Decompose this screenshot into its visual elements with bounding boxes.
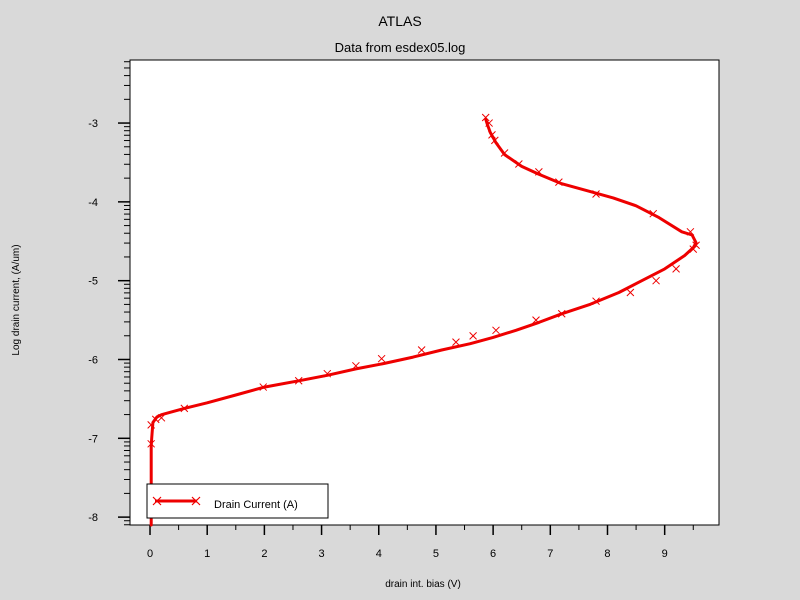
- data-point-marker: [377, 354, 386, 363]
- data-point-marker: [323, 369, 332, 378]
- data-point-marker: [686, 227, 695, 236]
- legend-marker-icon: [191, 496, 201, 506]
- legend-markers: [152, 496, 201, 506]
- y-axis: -3 -4 -5 -6 -7 -8: [88, 60, 131, 526]
- data-point-marker: [469, 331, 477, 340]
- y-tick-label: -6: [88, 354, 98, 366]
- legend: Drain Current (A): [146, 483, 329, 519]
- x-tick-label: 1: [204, 548, 210, 560]
- data-point-marker: [689, 245, 698, 254]
- chart-title: ATLAS: [378, 13, 421, 29]
- x-tick-label: 3: [319, 548, 325, 560]
- y-tick-label: -7: [88, 433, 98, 445]
- x-tick-label: 4: [376, 548, 382, 560]
- data-point-marker: [452, 338, 460, 347]
- data-point-marker: [352, 361, 360, 370]
- series-layer: [147, 113, 700, 527]
- chart-subtitle: Data from esdex05.log: [335, 40, 466, 55]
- data-point-marker: [592, 190, 600, 198]
- legend-label: Drain Current (A): [214, 499, 298, 511]
- data-point-marker: [532, 316, 540, 324]
- data-point-marker: [481, 113, 490, 122]
- x-tick-label: 6: [490, 548, 496, 560]
- data-point-marker: [555, 178, 563, 187]
- data-point-marker: [417, 346, 426, 354]
- series-line: [149, 117, 698, 527]
- x-axis: 0 1 2 3 4 5 6 7 8 9: [130, 524, 719, 560]
- data-point-marker: [157, 413, 166, 422]
- data-point-marker: [626, 288, 635, 297]
- legend-marker-icon: [152, 496, 162, 506]
- data-point-marker: [652, 276, 660, 285]
- data-point-marker: [490, 136, 499, 145]
- x-axis-label: drain int. bias (V): [385, 579, 461, 590]
- x-tick-label: 0: [147, 548, 153, 560]
- x-tick-label: 5: [433, 548, 439, 560]
- x-tick-label: 7: [547, 548, 553, 560]
- x-tick-label: 9: [662, 548, 668, 560]
- data-point-marker: [692, 241, 700, 250]
- data-point-marker: [485, 119, 493, 127]
- data-point-marker: [492, 326, 500, 335]
- data-point-marker: [557, 309, 566, 318]
- data-point-marker: [294, 376, 303, 385]
- data-point-marker: [147, 439, 156, 448]
- x-tick-label: 8: [604, 548, 610, 560]
- data-point-marker: [515, 160, 523, 168]
- data-point-marker: [151, 415, 160, 424]
- data-point-marker: [147, 421, 156, 429]
- data-point-marker: [535, 168, 543, 176]
- y-tick-label: -4: [88, 197, 98, 209]
- y-axis-label: Log drain current, (A/um): [11, 244, 22, 355]
- data-point-marker: [649, 209, 658, 218]
- y-tick-label: -8: [88, 512, 98, 524]
- data-point-marker: [500, 149, 509, 157]
- data-point-marker: [259, 383, 268, 391]
- y-tick-label: -5: [88, 276, 98, 288]
- data-point-marker: [180, 404, 189, 413]
- data-point-marker: [488, 131, 496, 139]
- x-tick-label: 2: [261, 548, 267, 560]
- data-point-marker: [672, 265, 680, 273]
- y-tick-label: -3: [88, 118, 98, 130]
- data-point-marker: [592, 297, 600, 306]
